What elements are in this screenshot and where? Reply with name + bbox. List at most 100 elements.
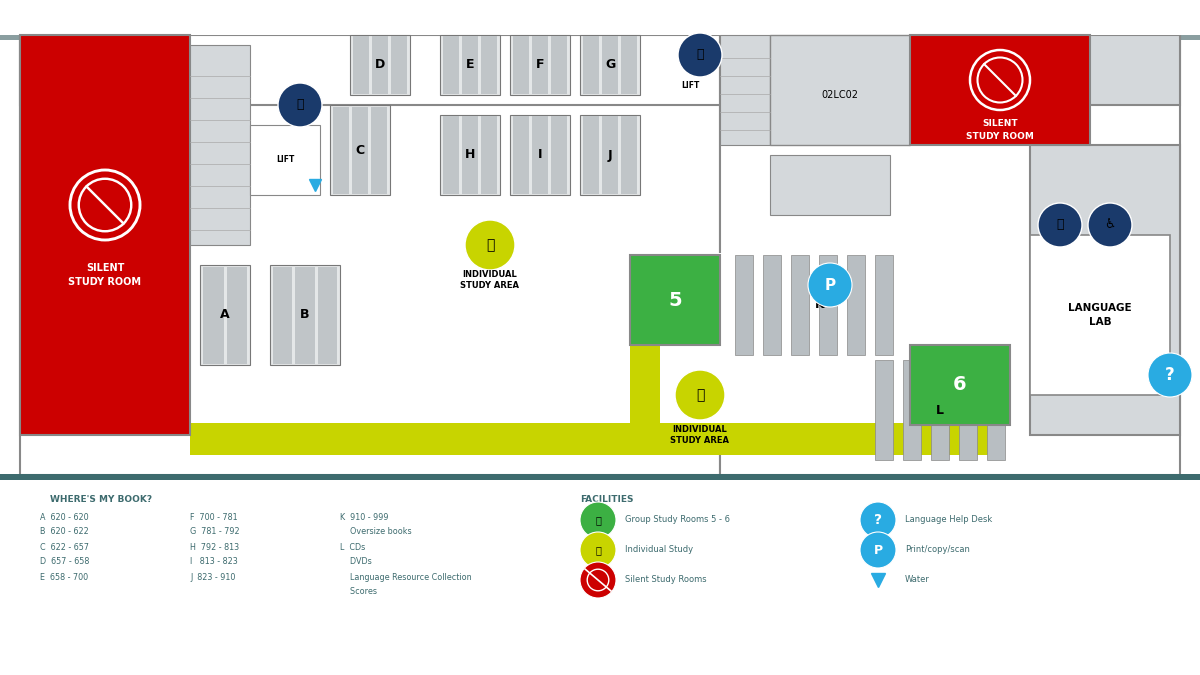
Text: 6: 6 <box>953 375 967 394</box>
Text: 🧑: 🧑 <box>595 515 601 525</box>
Bar <box>580 115 640 195</box>
Bar <box>551 117 568 194</box>
Text: D  657 - 658: D 657 - 658 <box>40 558 89 566</box>
Circle shape <box>860 502 896 538</box>
Bar <box>443 36 458 94</box>
Text: G  781 - 792: G 781 - 792 <box>190 527 240 537</box>
Bar <box>440 35 500 95</box>
Bar <box>440 115 500 195</box>
Text: INDIVIDUAL
STUDY AREA: INDIVIDUAL STUDY AREA <box>461 269 520 290</box>
Bar <box>847 255 865 355</box>
Bar <box>720 35 1180 475</box>
Circle shape <box>674 370 725 420</box>
Bar <box>330 105 390 195</box>
Bar <box>532 117 548 194</box>
Bar <box>20 35 190 435</box>
Text: H  792 - 813: H 792 - 813 <box>190 543 239 551</box>
Bar <box>818 255 838 355</box>
Text: Individual Study: Individual Study <box>625 545 694 554</box>
Text: 5: 5 <box>668 290 682 310</box>
Bar <box>200 265 250 365</box>
Bar <box>20 35 720 475</box>
Text: Print/copy/scan: Print/copy/scan <box>905 545 970 554</box>
Bar <box>514 117 529 194</box>
Bar <box>931 360 949 460</box>
Text: E: E <box>466 59 474 72</box>
Text: Scores: Scores <box>340 587 377 597</box>
Bar <box>1030 145 1180 435</box>
Bar <box>910 35 1090 145</box>
Circle shape <box>678 33 722 77</box>
Bar <box>763 255 781 355</box>
Bar <box>630 423 1000 455</box>
Text: I   813 - 823: I 813 - 823 <box>190 558 238 566</box>
Text: A: A <box>220 308 230 321</box>
Circle shape <box>1038 203 1082 247</box>
Text: Group Study Rooms 5 - 6: Group Study Rooms 5 - 6 <box>625 516 730 524</box>
Text: C  622 - 657: C 622 - 657 <box>40 543 89 551</box>
Text: G: G <box>605 59 616 72</box>
Bar <box>986 360 1006 460</box>
Text: Silent Study Rooms: Silent Study Rooms <box>625 576 707 585</box>
Bar <box>583 117 599 194</box>
Bar <box>190 423 630 455</box>
Bar <box>0 0 1200 40</box>
Text: Oversize books: Oversize books <box>340 527 412 537</box>
Bar <box>602 117 618 194</box>
Text: L: L <box>936 404 944 416</box>
Bar <box>391 36 407 94</box>
Bar <box>190 45 250 245</box>
Text: FACILITIES: FACILITIES <box>580 495 634 504</box>
Bar <box>514 36 529 94</box>
Circle shape <box>580 562 616 598</box>
Bar <box>371 107 386 194</box>
Bar <box>318 267 337 364</box>
Text: WHERE'S MY BOOK?: WHERE'S MY BOOK? <box>50 495 152 504</box>
Text: LANGUAGE
LAB: LANGUAGE LAB <box>1068 303 1132 327</box>
Bar <box>203 267 223 364</box>
Bar <box>270 265 340 365</box>
Text: K: K <box>815 298 824 311</box>
Bar <box>481 36 497 94</box>
Bar <box>622 117 637 194</box>
Text: A  620 - 620: A 620 - 620 <box>40 512 89 522</box>
Bar <box>904 360 922 460</box>
Text: P: P <box>824 277 835 292</box>
Bar <box>580 35 640 95</box>
Circle shape <box>580 502 616 538</box>
Text: F  700 - 781: F 700 - 781 <box>190 512 238 522</box>
Bar <box>532 36 548 94</box>
Bar <box>630 255 660 455</box>
Bar <box>622 36 637 94</box>
Text: I: I <box>538 148 542 161</box>
Bar <box>510 35 570 95</box>
Text: LIFT: LIFT <box>276 155 294 165</box>
Bar <box>0 0 1200 35</box>
Bar <box>274 267 293 364</box>
Circle shape <box>466 220 515 270</box>
Circle shape <box>278 83 322 127</box>
Bar <box>372 36 388 94</box>
Text: E  658 - 700: E 658 - 700 <box>40 572 88 581</box>
Text: 🚻: 🚻 <box>296 99 304 111</box>
Text: 🧑: 🧑 <box>486 238 494 252</box>
Text: 🧑: 🧑 <box>595 545 601 555</box>
Text: C: C <box>355 144 365 157</box>
Text: L  CDs: L CDs <box>340 543 365 551</box>
Text: 🚻: 🚻 <box>696 49 703 61</box>
Bar <box>352 107 368 194</box>
Circle shape <box>70 170 140 240</box>
Circle shape <box>580 532 616 568</box>
Bar <box>0 0 1200 35</box>
Text: 🧑: 🧑 <box>696 388 704 402</box>
Text: D: D <box>374 59 385 72</box>
Text: 02LC02: 02LC02 <box>822 90 858 100</box>
Bar <box>791 255 809 355</box>
Bar <box>583 36 599 94</box>
Bar <box>481 117 497 194</box>
Text: F: F <box>535 59 545 72</box>
Text: LIFT: LIFT <box>680 80 700 90</box>
Text: B: B <box>300 308 310 321</box>
Bar <box>462 36 478 94</box>
Text: DVDs: DVDs <box>340 558 372 566</box>
